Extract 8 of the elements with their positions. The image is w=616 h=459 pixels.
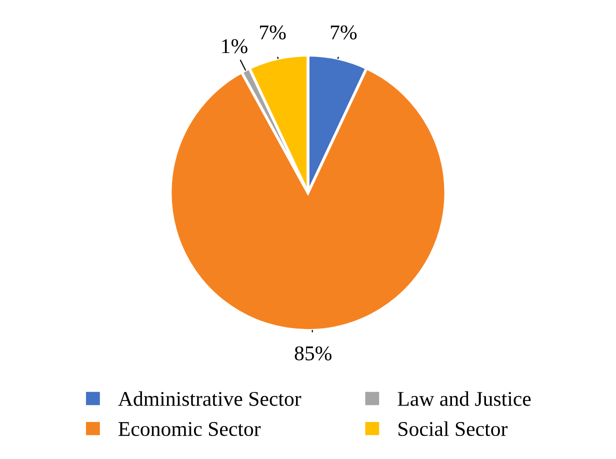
legend-label: Social Sector	[398, 421, 508, 436]
data-label: 85%	[294, 346, 332, 360]
data-label: 1%	[222, 39, 248, 54]
legend-label: Economic Sector	[118, 422, 261, 436]
legend-label: Administrative Sector	[118, 391, 302, 406]
data-label: 7%	[330, 25, 357, 40]
legend-label: Law and Justice	[398, 391, 531, 406]
data-label: 7%	[260, 25, 286, 40]
